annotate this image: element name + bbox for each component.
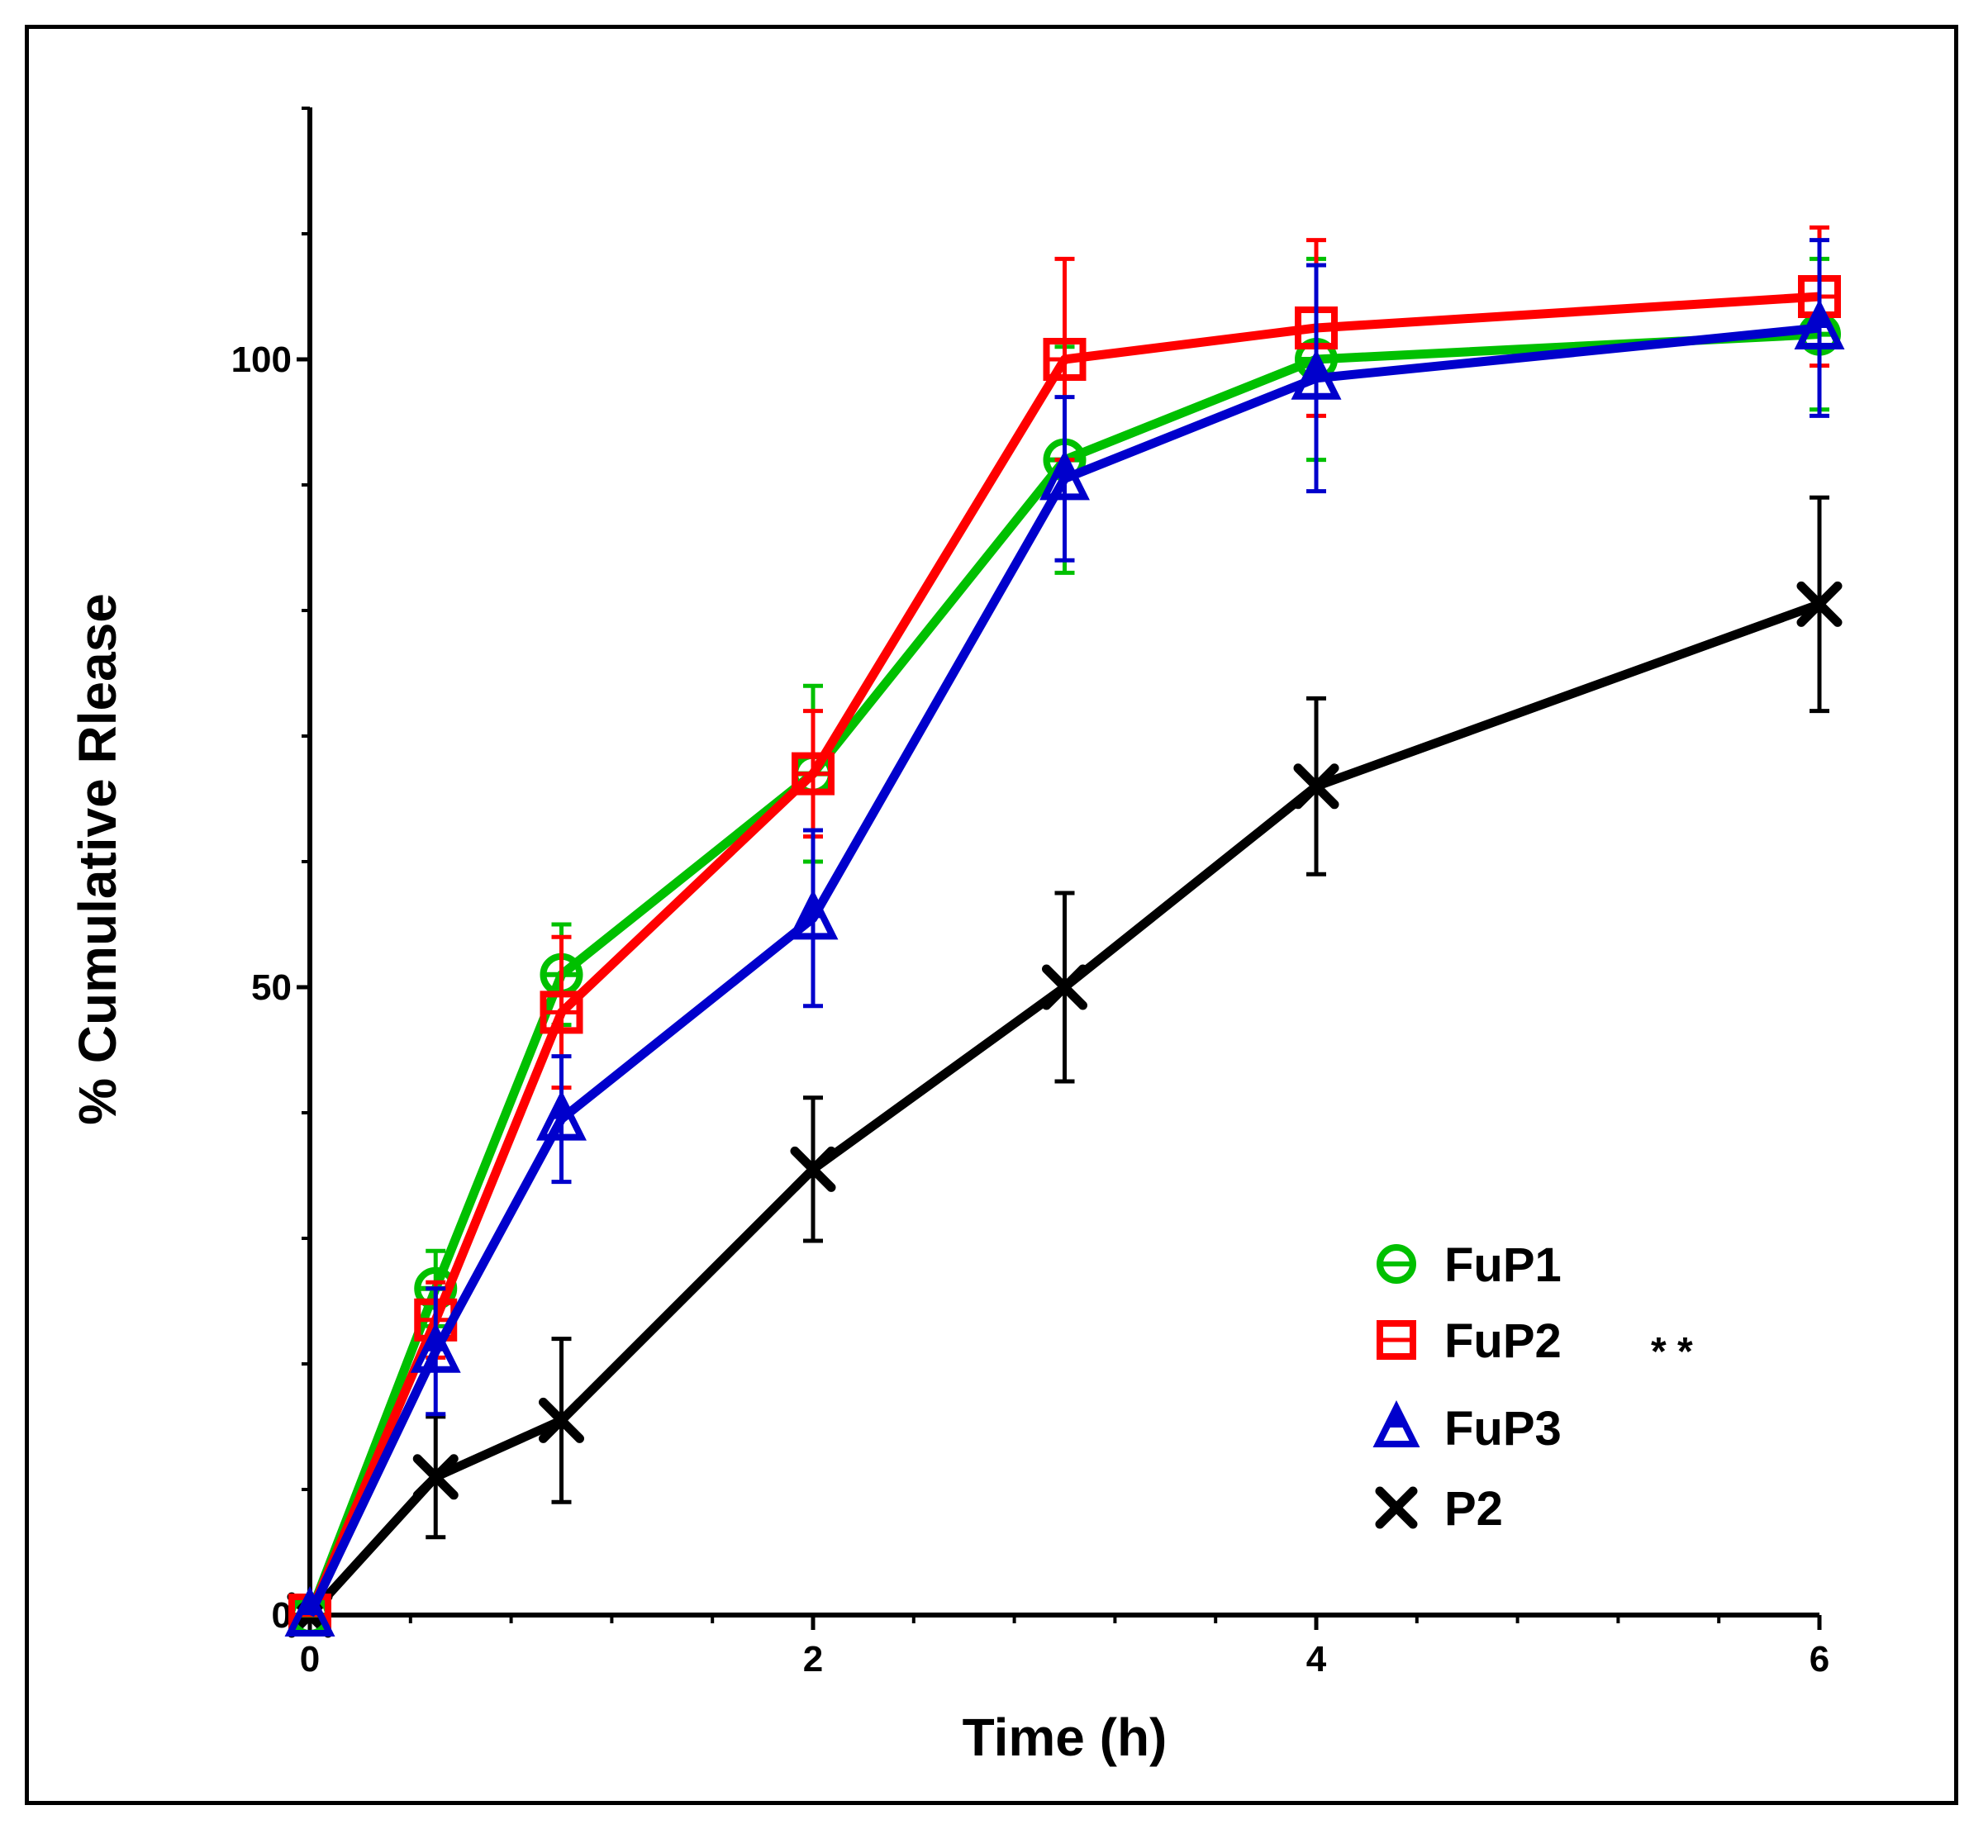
marker-stroke bbox=[1375, 1486, 1418, 1529]
legend-label: FuP1 bbox=[1444, 1238, 1562, 1292]
data-point bbox=[1039, 449, 1090, 501]
legend-item-fup1: FuP1 bbox=[1377, 1238, 1562, 1292]
legend-item-fup2: FuP2 bbox=[1377, 1314, 1562, 1368]
marker-stroke bbox=[1042, 964, 1087, 1010]
x-tick-label: 0 bbox=[300, 1639, 320, 1679]
y-axis-title: % Cumulative Rlease bbox=[68, 593, 127, 1125]
y-tick-label: 0 bbox=[272, 1595, 292, 1636]
marker-fill bbox=[1387, 1408, 1405, 1428]
marker-stroke bbox=[1796, 581, 1843, 627]
x-tick-label: 4 bbox=[1306, 1639, 1327, 1679]
legend-item-fup3: FuP3 bbox=[1372, 1400, 1562, 1456]
legend-label: P2 bbox=[1444, 1482, 1503, 1536]
marker-stroke bbox=[539, 1397, 584, 1443]
series-fup3 bbox=[284, 238, 1845, 1637]
marker-fill bbox=[802, 896, 824, 919]
data-point bbox=[284, 1586, 335, 1637]
marker-fill bbox=[551, 1097, 572, 1119]
data-point bbox=[1291, 349, 1342, 400]
marker-stroke bbox=[790, 1146, 836, 1192]
marker-fill bbox=[1809, 306, 1830, 328]
data-point bbox=[1377, 1244, 1416, 1284]
x-tick-label: 6 bbox=[1810, 1639, 1829, 1679]
legend-item-p2: P2 bbox=[1375, 1482, 1503, 1536]
legend-label: FuP3 bbox=[1444, 1402, 1562, 1456]
marker-stroke bbox=[412, 1454, 459, 1500]
y-tick-label: 100 bbox=[231, 340, 292, 380]
legend: FuP1 FuP2 FuP3 P2 bbox=[1372, 1238, 1562, 1536]
y-tick-label: 50 bbox=[251, 967, 292, 1008]
x-tick-label: 2 bbox=[803, 1639, 823, 1679]
data-point bbox=[787, 889, 839, 940]
marker-fill bbox=[1054, 457, 1075, 479]
axes: 0 50 100 0 2 4 6 bbox=[231, 107, 1829, 1679]
marker-fill bbox=[426, 1329, 446, 1352]
data-point bbox=[1794, 299, 1845, 349]
marker-fill bbox=[299, 1594, 321, 1615]
x-axis-title: Time (h) bbox=[963, 1708, 1168, 1767]
series-line bbox=[306, 600, 1821, 1618]
marker-fill bbox=[1306, 356, 1327, 378]
data-point bbox=[536, 1090, 587, 1141]
data-point bbox=[1372, 1400, 1420, 1447]
legend-label: FuP2 bbox=[1444, 1314, 1562, 1368]
data-point bbox=[410, 1322, 461, 1373]
series-layer bbox=[284, 225, 1845, 1638]
marker-stroke bbox=[1293, 763, 1339, 810]
significance-note: * * bbox=[1651, 1330, 1693, 1374]
